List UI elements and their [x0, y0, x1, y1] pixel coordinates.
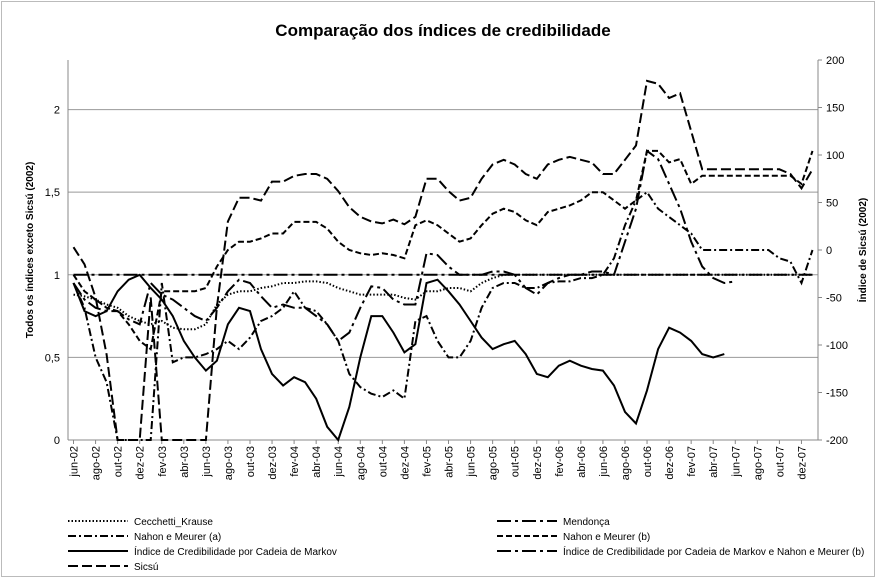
x-tick-label: fev-03 — [157, 446, 169, 477]
x-tick-label: dez-06 — [664, 446, 676, 480]
y2-tick-label: -150 — [826, 388, 848, 400]
x-tick-label: dez-02 — [135, 446, 147, 480]
y-tick-label: 0 — [54, 435, 60, 447]
x-tick-label: ago-02 — [91, 446, 103, 480]
x-tick-label: out-04 — [377, 446, 389, 477]
x-tick-label: abr-06 — [576, 446, 588, 478]
x-tick-label: fev-06 — [554, 446, 566, 477]
legend-label: Índice de Credibilidade por Cadeia de Ma… — [134, 545, 337, 558]
x-tick-label: jun-02 — [69, 446, 81, 478]
x-tick-label: out-07 — [774, 446, 786, 477]
y2-tick-label: 50 — [826, 198, 838, 210]
x-tick-label: ago-06 — [620, 446, 632, 480]
y2-tick-label: 200 — [826, 55, 844, 67]
y2-axis-title: Índice de Sicsú (2002) — [856, 198, 869, 303]
x-tick-label: fev-07 — [686, 446, 698, 477]
y-axis-title: Todos os índices exceto Sicsú (2002) — [25, 162, 36, 339]
x-tick-label: out-05 — [510, 446, 522, 477]
series-line — [72, 149, 814, 351]
series-line — [72, 273, 725, 443]
x-tick-label: dez-04 — [399, 446, 411, 480]
y-tick-label: 1 — [54, 270, 60, 282]
y2-tick-label: 100 — [826, 150, 844, 162]
x-tick-label: jun-05 — [466, 446, 478, 478]
series-line — [72, 190, 814, 441]
x-tick-label: abr-05 — [444, 446, 456, 478]
y2-tick-label: 150 — [826, 103, 844, 115]
x-tick-label: ago-05 — [488, 446, 500, 480]
chart-title: Comparação dos índices de credibilidade — [275, 21, 610, 40]
y-tick-label: 0,5 — [45, 352, 60, 364]
x-tick-label: ago-04 — [355, 446, 367, 480]
y-tick-label: 2 — [54, 105, 60, 117]
x-tick-label: jun-07 — [730, 446, 742, 478]
x-tick-label: dez-03 — [267, 446, 279, 480]
x-tick-label: abr-07 — [708, 446, 720, 478]
x-tick-label: abr-04 — [311, 446, 323, 478]
x-tick-label: out-06 — [642, 446, 654, 477]
y2-tick-label: -50 — [826, 293, 842, 305]
x-tick-label: dez-05 — [532, 446, 544, 480]
x-tick-label: out-02 — [113, 446, 125, 477]
legend-label: Sicsú — [134, 562, 158, 573]
y2-tick-label: 0 — [826, 245, 832, 257]
x-tick-label: jun-03 — [201, 446, 213, 478]
y2-tick-label: -100 — [826, 340, 848, 352]
x-tick-label: ago-03 — [223, 446, 235, 480]
x-tick-label: jun-06 — [598, 446, 610, 478]
x-tick-label: dez-07 — [796, 446, 808, 480]
series-line — [72, 149, 736, 343]
x-tick-label: fev-05 — [421, 446, 433, 477]
y-tick-label: 1,5 — [45, 187, 60, 199]
y2-tick-label: -200 — [826, 435, 848, 447]
x-tick-label: jun-04 — [333, 446, 345, 478]
legend-label: Nahon e Meurer (b) — [563, 532, 650, 543]
legend-label: Nahon e Meurer (a) — [134, 532, 221, 543]
x-tick-label: abr-03 — [179, 446, 191, 478]
x-tick-label: out-03 — [245, 446, 257, 477]
legend-label: Mendonça — [563, 517, 610, 528]
series-line — [72, 79, 814, 441]
legend-label: Cecchetti_Krause — [134, 517, 213, 528]
x-tick-label: fev-04 — [289, 446, 301, 477]
legend-label: Índice de Credibilidade por Cadeia de Ma… — [563, 545, 864, 558]
x-tick-label: ago-07 — [752, 446, 764, 480]
